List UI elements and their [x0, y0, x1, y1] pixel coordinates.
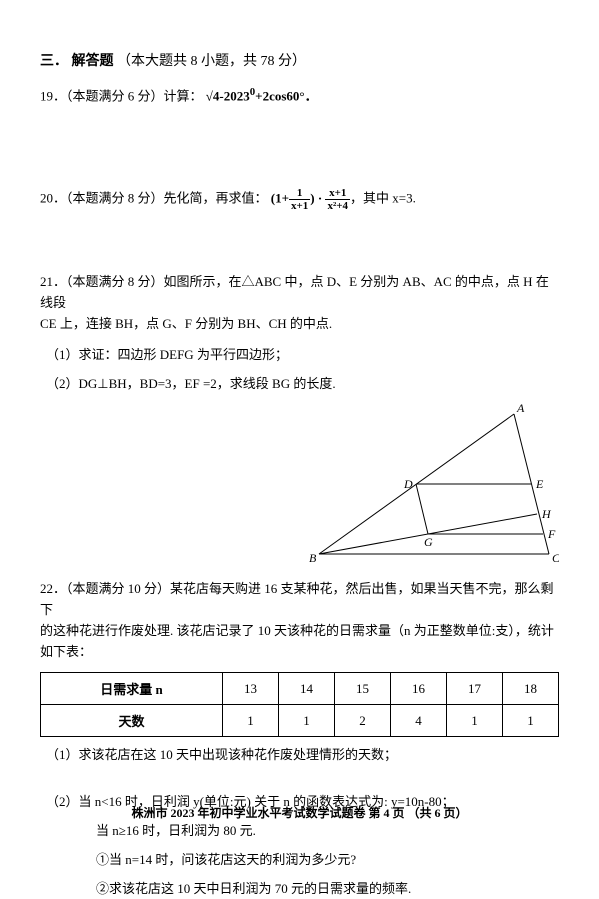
table-cell: 14 — [278, 673, 334, 705]
svg-text:A: A — [516, 404, 525, 415]
table-cell: 1 — [278, 705, 334, 737]
problem-21: 21．（本题满分 8 分）如图所示，在△ABC 中，点 D、E 分别为 AB、A… — [40, 272, 559, 334]
table-cell: 17 — [446, 673, 502, 705]
table-cell: 18 — [502, 673, 558, 705]
table-cell: 4 — [390, 705, 446, 737]
p20-prefix: 20．（本题满分 8 分）先化简，再求值： — [40, 191, 268, 206]
svg-text:G: G — [424, 535, 433, 549]
p22-sub2d: ②求该花店这 10 天中日利润为 70 元的日需求量的频率. — [96, 879, 559, 899]
section-header: 三． 解答题 （本大题共 8 小题，共 78 分） — [40, 50, 559, 70]
problem-22: 22．（本题满分 10 分）某花店每天购进 16 支某种花，然后出售，如果当天售… — [40, 579, 559, 662]
table-cell: 16 — [390, 673, 446, 705]
p21-sub1: （1）求证：四边形 DEFG 为平行四边形； — [46, 345, 559, 366]
p19-prefix: 19．（本题满分 6 分）计算： — [40, 88, 203, 103]
svg-text:B: B — [309, 551, 317, 564]
p19-sqrt: √4 — [206, 88, 220, 103]
spacer — [40, 117, 559, 187]
table-row: 日需求量 n 13 14 15 16 17 18 — [41, 673, 559, 705]
problem-19: 19．（本题满分 6 分）计算： √4-20230+2cos60°． — [40, 84, 559, 107]
table-cell: 13 — [222, 673, 278, 705]
svg-text:F: F — [547, 527, 556, 541]
p21-line1: 21．（本题满分 8 分）如图所示，在△ABC 中，点 D、E 分别为 AB、A… — [40, 272, 559, 314]
table-header: 天数 — [41, 705, 223, 737]
p22-line2: 的这种花进行作废处理. 该花店记录了 10 天该种花的日需求量（n 为正整数单位… — [40, 621, 559, 642]
page-footer: 株洲市 2023 年初中学业水平考试数学试题卷 第 4 页 （共 6 页） — [0, 804, 599, 821]
spacer — [40, 774, 559, 784]
table-cell: 1 — [222, 705, 278, 737]
table-cell: 2 — [334, 705, 390, 737]
table-header: 日需求量 n — [41, 673, 223, 705]
svg-text:H: H — [541, 507, 552, 521]
p21-sub2: （2）DG⊥BH，BD=3，EF =2，求线段 BG 的长度. — [46, 374, 559, 395]
section-title-text: 解答题 — [72, 54, 114, 69]
p22-sub1: （1）求该花店在这 10 天中出现该种花作废处理情形的天数； — [46, 745, 559, 766]
p22-sub2c: ①当 n=14 时，问该花店这天的利润为多少元? — [96, 850, 559, 871]
p22-sub2b: 当 n≥16 时，日利润为 80 元. — [96, 821, 559, 842]
svg-text:E: E — [535, 477, 544, 491]
p20-open: (1+ — [271, 191, 289, 206]
table-row: 天数 1 1 2 4 1 1 — [41, 705, 559, 737]
p20-frac2: x+1x²+4 — [325, 187, 350, 212]
p22-line3: 如下表： — [40, 642, 559, 663]
p20-frac1: 1x+1 — [289, 187, 310, 212]
p21-line2: CE 上，连接 BH，点 G、F 分别为 BH、CH 的中点. — [40, 314, 559, 335]
p22-line1: 22．（本题满分 10 分）某花店每天购进 16 支某种花，然后出售，如果当天售… — [40, 579, 559, 621]
table-cell: 1 — [502, 705, 558, 737]
spacer — [40, 222, 559, 272]
svg-text:D: D — [403, 477, 413, 491]
footer-text: 株洲市 2023 年初中学业水平考试数学试题卷 第 4 页 （共 6 页） — [131, 806, 467, 820]
p21-diagram-wrap: A B C D E H G F — [40, 404, 559, 564]
p19-plus: +2cos60°． — [255, 88, 317, 103]
p22-table: 日需求量 n 13 14 15 16 17 18 天数 1 1 2 4 1 1 — [40, 672, 559, 737]
problem-20: 20．（本题满分 8 分）先化简，再求值： (1+1x+1) · x+1x²+4… — [40, 187, 559, 212]
p19-mid: -2023 — [219, 88, 249, 103]
p20-tail: ，其中 x=3. — [350, 191, 416, 206]
svg-text:C: C — [552, 551, 559, 564]
table-cell: 15 — [334, 673, 390, 705]
triangle-diagram: A B C D E H G F — [309, 404, 559, 564]
table-cell: 1 — [446, 705, 502, 737]
section-number: 三． — [40, 54, 68, 69]
p20-mid: ) · — [310, 191, 325, 206]
section-note: （本大题共 8 小题，共 78 分） — [117, 54, 306, 69]
